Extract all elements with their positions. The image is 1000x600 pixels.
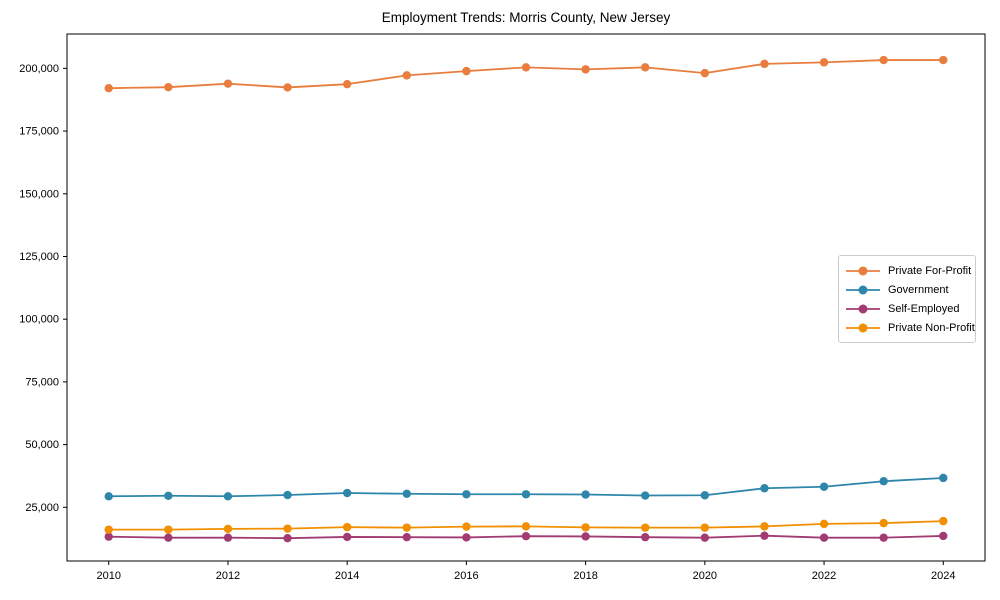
chart-title: Employment Trends: Morris County, New Je… — [381, 10, 671, 25]
data-point — [641, 63, 650, 72]
data-point — [700, 523, 710, 532]
data-point — [760, 531, 769, 540]
data-point — [641, 532, 650, 542]
data-point — [939, 55, 948, 65]
data-point — [521, 522, 531, 531]
data-point — [164, 491, 173, 500]
data-point — [700, 68, 710, 78]
data-point — [939, 516, 948, 526]
data-point — [700, 533, 710, 542]
legend: Private For-Profit Government Self-Employe… — [838, 255, 976, 343]
y-tick-label: 75,000 — [25, 376, 59, 388]
legend-line-marker-icon — [846, 304, 880, 313]
data-point — [104, 525, 113, 534]
data-point — [819, 482, 829, 491]
data-point — [879, 518, 888, 528]
data-point — [819, 58, 829, 67]
data-point — [939, 531, 948, 541]
data-point — [283, 490, 292, 500]
data-point — [581, 65, 590, 74]
data-point — [641, 523, 650, 532]
y-tick-label: 125,000 — [19, 251, 59, 263]
data-point — [879, 55, 888, 65]
data-point — [283, 83, 292, 92]
legend-label: Private Non-Profit — [888, 321, 975, 334]
data-point — [760, 522, 769, 531]
legend-line-marker-icon — [846, 266, 880, 275]
legend-line-marker-icon — [846, 285, 880, 294]
data-point — [223, 79, 233, 88]
data-point — [521, 531, 531, 541]
data-point — [581, 532, 590, 541]
data-point — [402, 523, 411, 532]
data-point — [819, 519, 829, 529]
data-point — [164, 525, 173, 534]
data-point — [402, 489, 411, 498]
x-tick-label: 2020 — [693, 570, 717, 582]
data-point — [462, 522, 471, 531]
legend-item: Self-Employed — [844, 299, 967, 318]
legend-item: Private For-Profit — [844, 261, 971, 280]
x-tick-label: 2018 — [573, 570, 597, 582]
data-point — [342, 522, 352, 532]
data-point — [402, 532, 411, 542]
data-point — [760, 484, 769, 493]
y-tick-label: 200,000 — [19, 63, 59, 75]
x-tick-label: 2016 — [454, 570, 478, 582]
x-tick-label: 2022 — [812, 570, 836, 582]
data-point — [104, 492, 113, 501]
y-tick-label: 150,000 — [19, 188, 59, 200]
legend-label: Government — [888, 283, 949, 296]
y-tick-label: 25,000 — [25, 502, 59, 514]
legend-label: Private For-Profit — [888, 264, 972, 277]
data-point — [104, 83, 113, 93]
data-point — [283, 533, 292, 543]
data-point — [342, 79, 352, 89]
plot-frame — [66, 33, 986, 562]
data-point — [879, 533, 888, 542]
legend-line-marker-icon — [846, 323, 880, 332]
data-point — [164, 533, 173, 542]
legend-item: Government — [844, 280, 967, 299]
y-tick-label: 175,000 — [19, 126, 59, 138]
data-point — [223, 492, 233, 501]
data-point — [342, 532, 352, 542]
data-point — [939, 473, 948, 483]
data-point — [402, 71, 411, 80]
data-point — [164, 82, 173, 92]
x-tick-label: 2024 — [931, 570, 955, 582]
data-point — [641, 491, 650, 500]
legend-item: Private Non-Profit — [844, 318, 975, 337]
data-point — [462, 533, 471, 542]
data-point — [521, 490, 531, 499]
data-point — [342, 488, 352, 498]
data-point — [104, 532, 113, 541]
data-point — [581, 490, 590, 499]
y-tick-label: 100,000 — [19, 314, 59, 326]
data-point — [462, 66, 471, 76]
data-point — [819, 533, 829, 542]
data-point — [879, 477, 888, 486]
data-point — [462, 490, 471, 499]
data-point — [223, 533, 233, 542]
y-tick-label: 50,000 — [25, 439, 59, 451]
data-point — [581, 523, 590, 532]
legend-label: Self-Employed — [888, 302, 960, 315]
data-point — [521, 63, 531, 72]
x-tick-label: 2010 — [96, 570, 120, 582]
x-tick-label: 2012 — [216, 570, 240, 582]
data-point — [760, 59, 769, 69]
data-point — [283, 524, 292, 533]
x-tick-label: 2014 — [335, 570, 359, 582]
data-point — [700, 491, 710, 500]
data-point — [223, 524, 233, 534]
